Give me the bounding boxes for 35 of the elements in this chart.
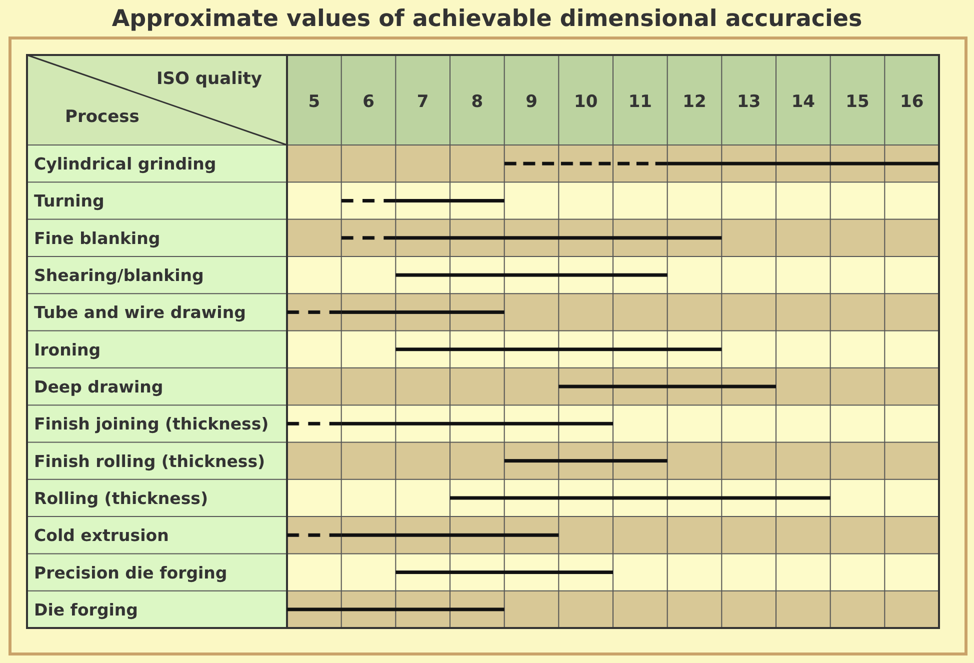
y-tick-label: Precision die forging — [34, 563, 228, 582]
y-tick-label: Tube and wire drawing — [34, 303, 246, 322]
y-tick-label: Cylindrical grinding — [34, 154, 216, 174]
y-tick-label: Ironing — [34, 340, 101, 360]
x-tick-label: 10 — [574, 92, 598, 112]
bar — [396, 348, 722, 352]
x-tick-label: 16 — [900, 92, 924, 112]
x-tick-label: 6 — [362, 92, 374, 112]
bar — [558, 384, 776, 388]
y-tick-label: Finish rolling (thickness) — [34, 452, 266, 471]
y-tick-label: Turning — [34, 192, 104, 211]
y-axis-title: Process — [65, 107, 140, 127]
x-tick-label: 7 — [416, 92, 429, 112]
bar — [396, 570, 613, 574]
chart-title: Approximate values of achievable dimensional accuracies — [112, 6, 862, 32]
bar — [504, 459, 668, 463]
bar — [287, 608, 504, 612]
y-tick-label: Rolling (thickness) — [34, 488, 208, 508]
x-tick-label: 5 — [308, 92, 320, 112]
x-tick-label: 12 — [682, 92, 706, 112]
y-tick-label: Finish joining (thickness) — [34, 414, 269, 434]
y-tick-label: Cold extrusion — [34, 526, 169, 546]
x-tick-label: 11 — [628, 92, 652, 112]
x-axis-title: ISO quality — [156, 69, 262, 89]
x-tick-label: 9 — [526, 92, 538, 112]
y-tick-label: Fine blanking — [34, 228, 160, 248]
y-tick-label: Die forging — [34, 600, 138, 620]
x-tick-label: 15 — [846, 92, 870, 112]
y-tick-label: Deep drawing — [34, 378, 164, 396]
x-tick-label: 8 — [471, 92, 484, 112]
bar — [396, 273, 668, 277]
x-tick-label: 14 — [791, 92, 816, 112]
x-tick-label: 13 — [736, 92, 761, 112]
y-tick-label: Shearing/blanking — [34, 266, 204, 286]
bar — [450, 496, 830, 500]
